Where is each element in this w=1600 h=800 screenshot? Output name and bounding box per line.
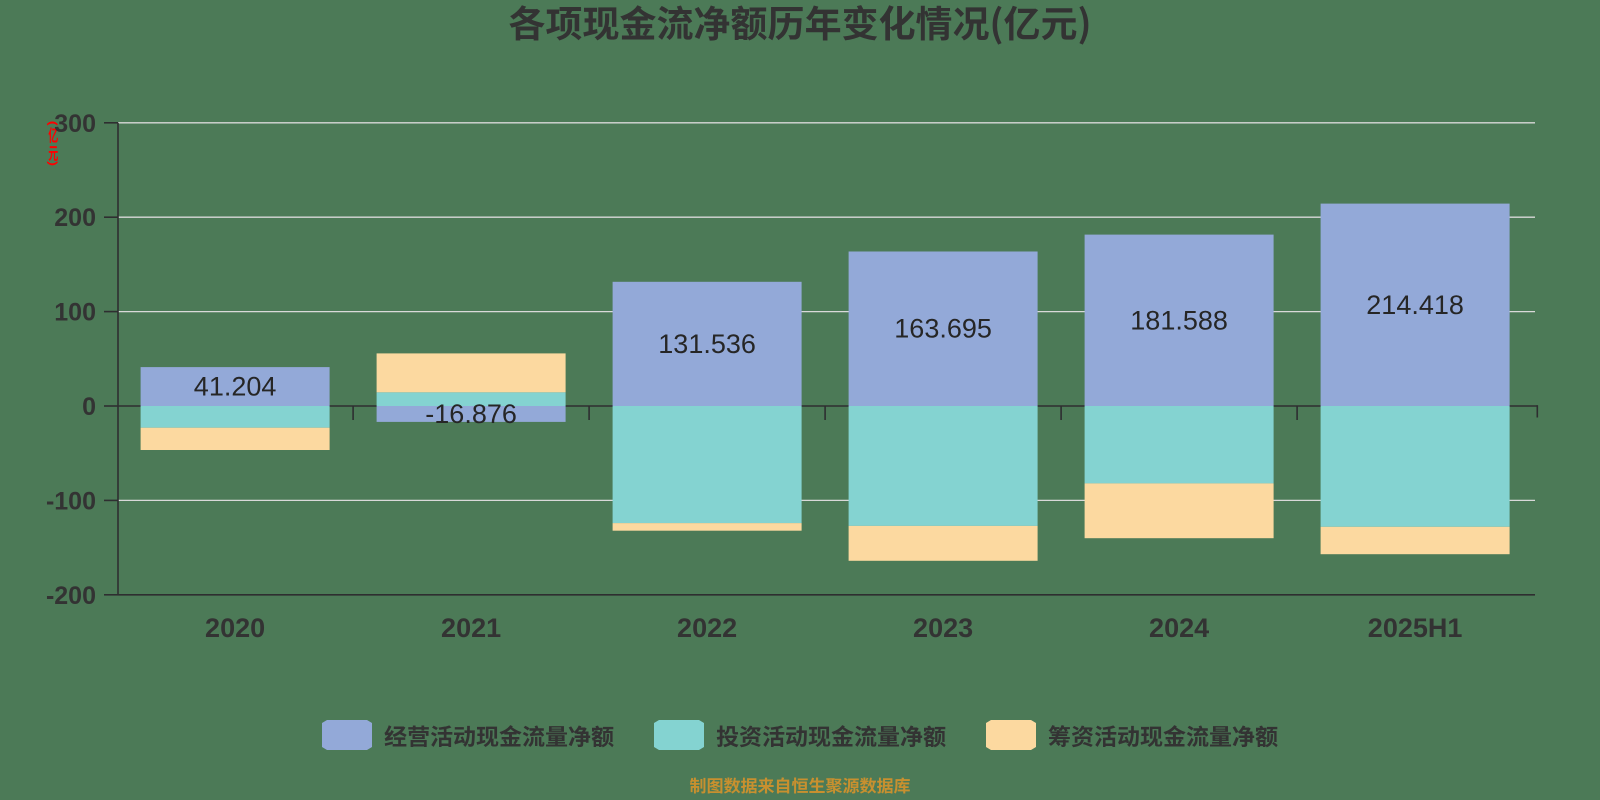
svg-text:131.536: 131.536 [658,329,756,359]
svg-text:2021: 2021 [441,613,501,643]
svg-text:200: 200 [54,204,96,232]
svg-text:2020: 2020 [205,613,265,643]
svg-text:2023: 2023 [913,613,973,643]
svg-text:-100: -100 [46,487,96,515]
svg-text:0: 0 [82,393,96,421]
svg-text:181.588: 181.588 [1130,305,1228,335]
svg-text:2022: 2022 [677,613,737,643]
svg-text:300: 300 [54,110,96,138]
svg-text:214.418: 214.418 [1366,290,1464,320]
svg-text:-16.876: -16.876 [425,399,517,429]
svg-text:2025H1: 2025H1 [1368,613,1463,643]
svg-text:100: 100 [54,299,96,327]
svg-text:2024: 2024 [1149,613,1209,643]
svg-text:163.695: 163.695 [894,314,992,344]
svg-text:-200: -200 [46,582,96,610]
svg-text:41.204: 41.204 [194,372,277,402]
